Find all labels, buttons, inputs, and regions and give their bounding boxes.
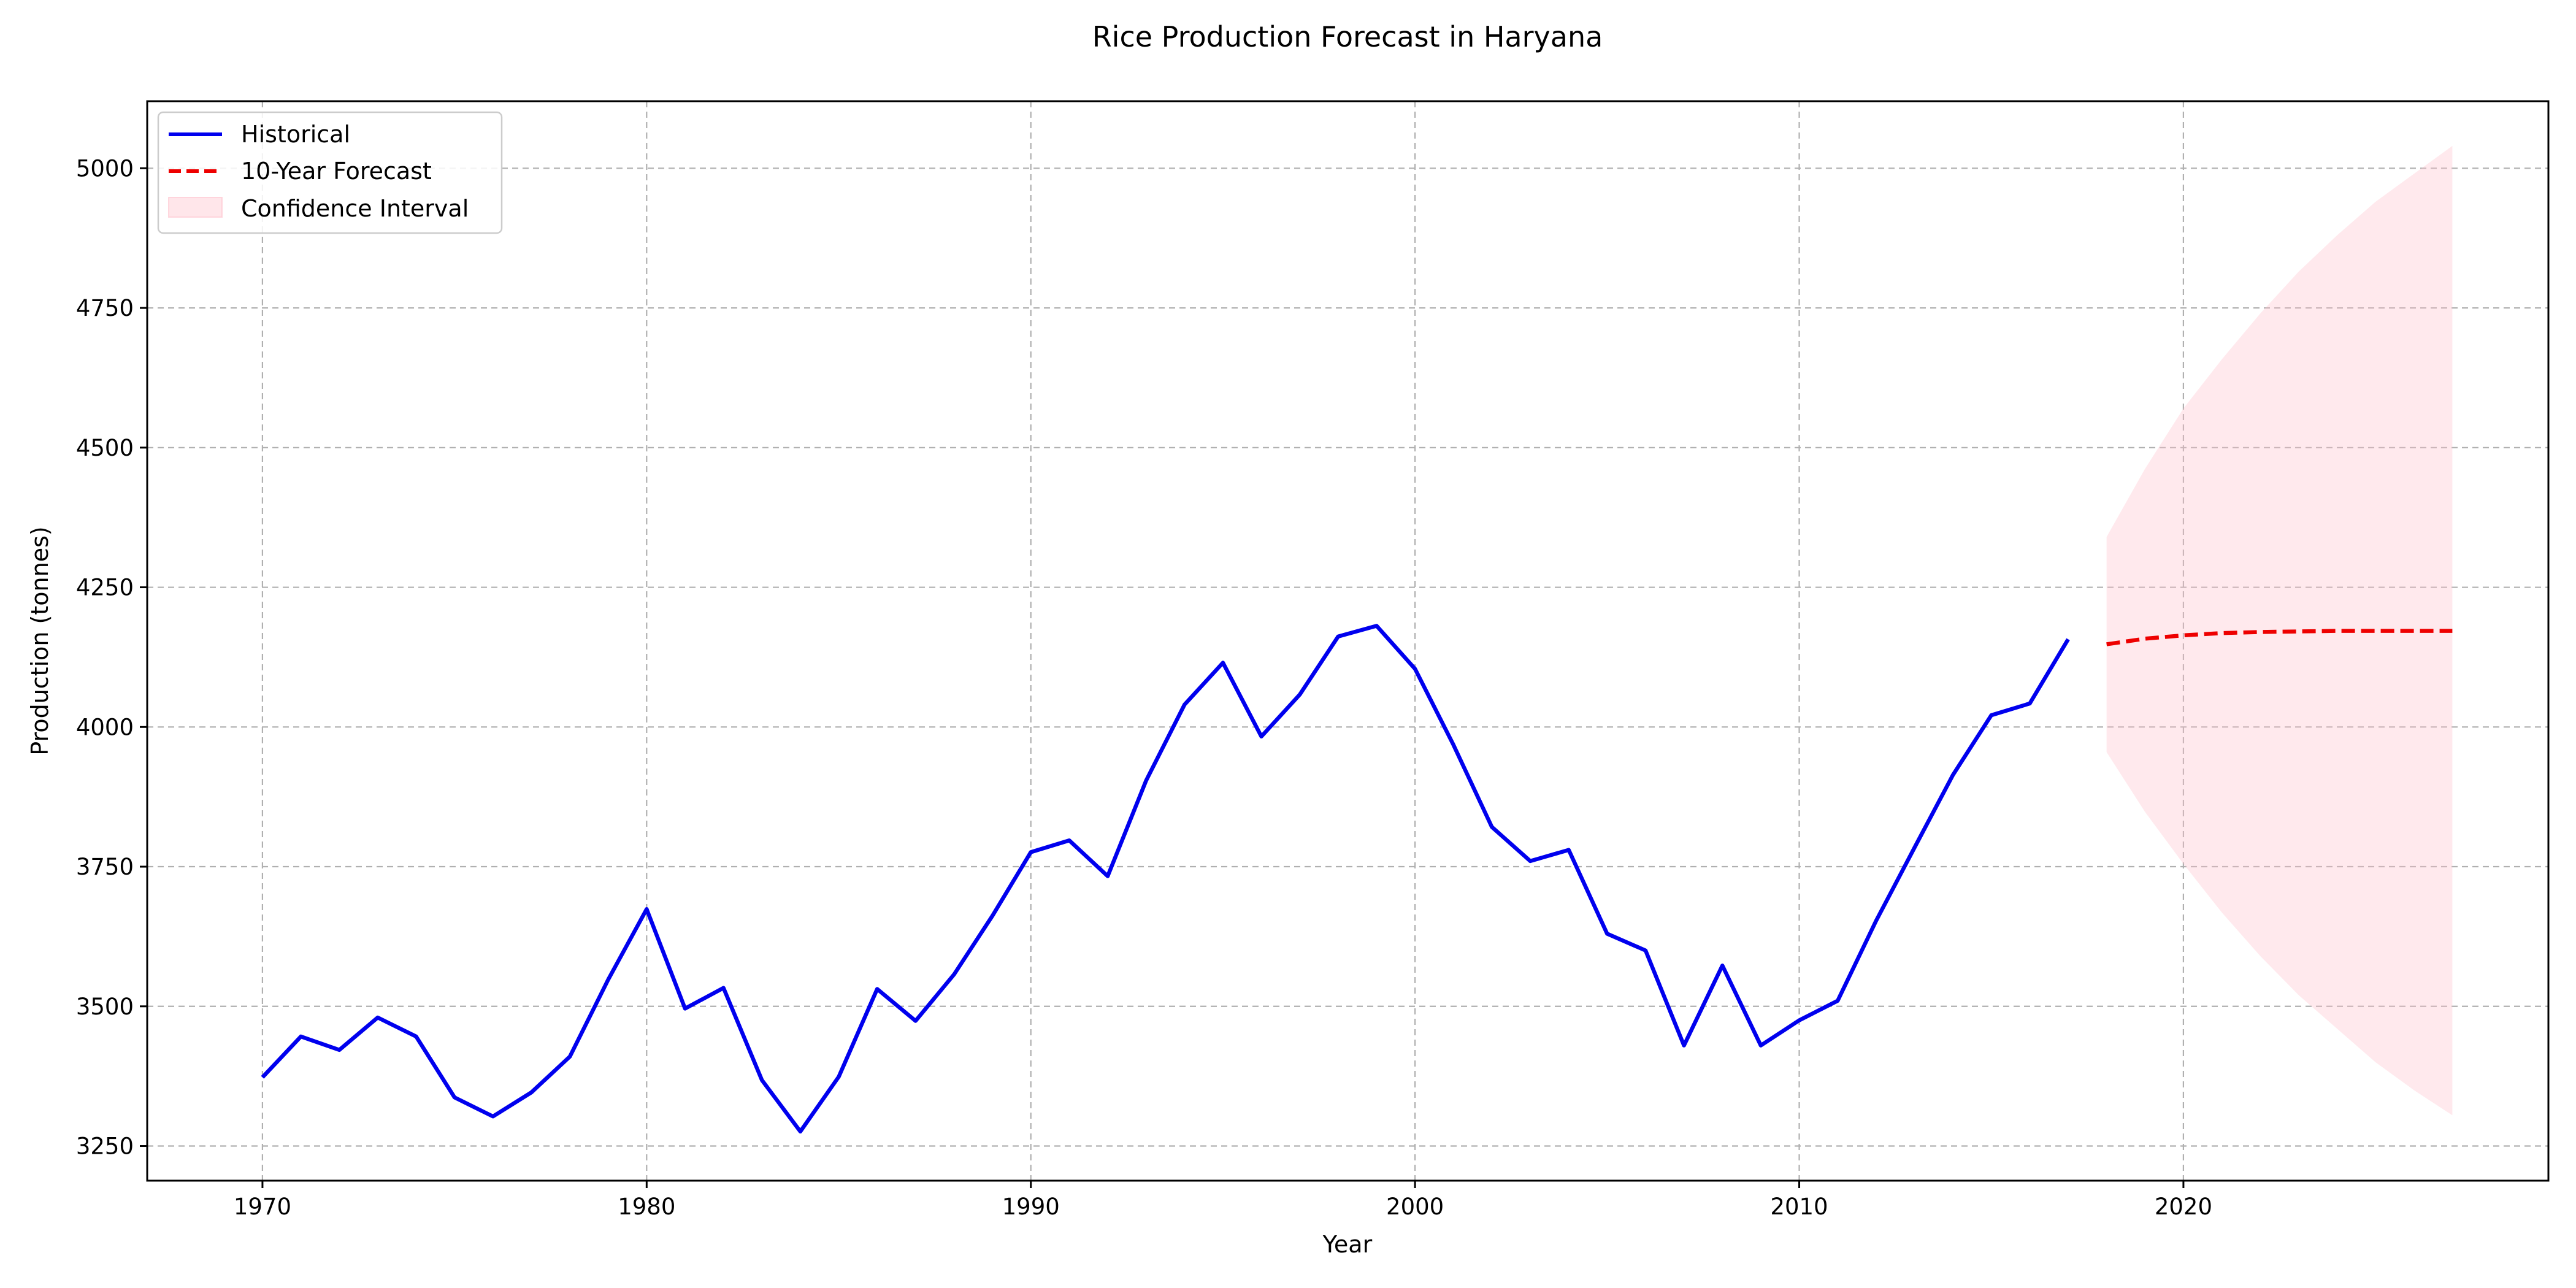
legend-label-historical: Historical [241,121,350,148]
x-tick-label: 2020 [2155,1194,2212,1220]
y-tick-label: 4250 [76,575,134,601]
y-tick-label: 3250 [76,1133,134,1160]
x-axis-title: Year [1322,1231,1373,1258]
confidence-interval-layer [2106,145,2453,1116]
legend-label-forecast: 10-Year Forecast [241,158,432,185]
plot-frame [146,100,2550,1182]
legend-label-confidence-interval: Confidence Interval [241,195,469,222]
historical-line [261,624,2070,1134]
x-tick-label: 1980 [618,1194,675,1220]
y-tick-label: 5000 [76,155,134,182]
confidence-interval-band [2106,145,2453,1116]
y-tick-label: 4000 [76,714,134,740]
y-tick-label: 3750 [76,854,134,880]
x-tick-label: 1990 [1002,1194,1060,1220]
x-tick-label: 1970 [234,1194,291,1220]
chart-title: Rice Production Forecast in Haryana [1092,20,1603,53]
y-tick-label: 4500 [76,435,134,461]
y-tick-label: 4750 [76,295,134,321]
y-axis-title: Production (tonnes) [26,526,53,755]
x-tick-label: 2010 [1770,1194,1828,1220]
x-tick-label: 2000 [1386,1194,1444,1220]
legend: Historical 10-Year Forecast Confidence I… [157,111,503,234]
x-axis-ticks: 1970 1980 1990 2000 2010 2020 [234,1181,2212,1220]
y-tick-label: 3500 [76,994,134,1020]
gridlines [147,101,2548,1181]
series-layer [261,624,2453,1134]
legend-box [157,111,503,234]
legend-swatch-confidence-interval [168,197,223,218]
y-axis-ticks: 3250 3500 3750 4000 4250 4500 4750 5000 [76,155,147,1160]
